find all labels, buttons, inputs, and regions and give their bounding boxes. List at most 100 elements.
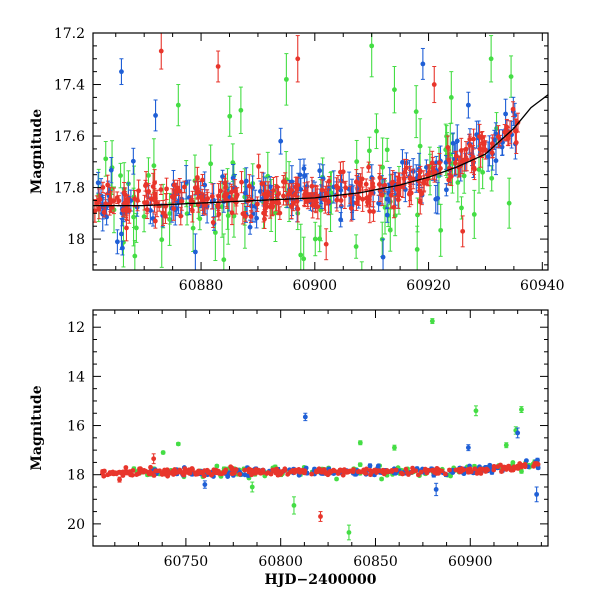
blue-data-point — [243, 178, 249, 184]
red-data-point — [111, 198, 117, 204]
red-data-point — [164, 186, 169, 192]
blue-data-point — [95, 180, 101, 186]
green-data-point — [476, 167, 482, 172]
red-data-point — [160, 210, 166, 216]
plot-area — [93, 33, 548, 270]
red-data-point — [146, 189, 152, 194]
red-data-point — [442, 471, 448, 477]
red-data-point — [445, 145, 451, 150]
red-data-point — [216, 211, 222, 217]
red-data-point — [447, 467, 452, 473]
red-data-point — [521, 463, 527, 469]
red-data-point — [491, 467, 497, 473]
green-data-point — [357, 440, 363, 446]
red-data-point — [276, 200, 282, 206]
red-data-point — [113, 470, 118, 476]
red-data-point — [260, 467, 266, 473]
red-data-point — [265, 190, 271, 196]
red-data-point — [211, 467, 217, 473]
green-data-point — [190, 225, 196, 231]
red-data-point — [460, 228, 466, 234]
blue-data-point — [225, 474, 231, 480]
green-data-point — [160, 450, 166, 455]
red-data-point — [437, 160, 442, 166]
red-data-point — [205, 196, 211, 201]
red-data-point — [302, 470, 307, 476]
green-data-point — [212, 230, 218, 235]
red-data-point — [379, 192, 385, 198]
red-data-point — [370, 181, 376, 186]
red-data-point — [259, 181, 265, 187]
red-data-point — [124, 225, 129, 231]
red-data-point — [148, 464, 153, 470]
red-data-point — [288, 469, 293, 475]
blue-data-point — [493, 158, 499, 164]
blue-data-point — [465, 445, 471, 451]
green-data-point — [366, 148, 372, 154]
red-data-point — [534, 461, 540, 466]
red-data-point — [348, 205, 354, 211]
red-data-point — [265, 470, 271, 476]
green-data-point — [448, 473, 453, 479]
bottom-panel: 60750 60800 60850 60900 12 14 16 18 20 Magnitude H… — [29, 309, 549, 588]
blue-data-point — [320, 176, 326, 182]
red-data-point — [416, 472, 421, 478]
red-data-point — [393, 467, 399, 473]
red-data-point — [172, 193, 177, 199]
red-data-point — [431, 82, 437, 87]
red-data-point — [240, 211, 246, 217]
red-data-point — [372, 467, 378, 473]
red-data-point — [281, 193, 286, 199]
red-data-point — [506, 464, 512, 470]
red-data-point — [338, 197, 344, 203]
red-data-point — [376, 468, 381, 474]
red-data-point — [196, 470, 202, 476]
blue-data-point — [400, 159, 405, 165]
red-data-point — [343, 185, 349, 191]
blue-data-point — [267, 184, 273, 190]
red-data-point — [391, 204, 397, 210]
green-data-point — [283, 76, 289, 82]
red-data-point — [446, 157, 452, 163]
green-data-point — [301, 256, 307, 262]
red-data-point — [101, 209, 107, 215]
green-data-point — [221, 257, 227, 263]
red-data-point — [167, 470, 172, 476]
red-data-point — [496, 134, 501, 140]
plot-area — [100, 318, 541, 541]
red-data-point — [277, 210, 283, 216]
plot-frame — [92, 32, 549, 271]
red-data-point — [403, 466, 409, 472]
red-data-point — [127, 469, 133, 474]
red-data-point — [453, 467, 459, 473]
red-data-point — [222, 180, 228, 186]
red-data-point — [256, 163, 262, 169]
red-data-point — [202, 468, 207, 474]
green-data-point — [480, 169, 486, 175]
red-data-point — [513, 140, 519, 145]
green-data-point — [473, 408, 479, 414]
green-data-point — [334, 476, 339, 482]
red-data-point — [123, 465, 129, 470]
red-data-point — [502, 129, 508, 135]
green-data-point — [175, 441, 181, 447]
red-data-point — [282, 179, 288, 185]
blue-data-point — [302, 173, 307, 179]
red-data-point — [214, 470, 220, 476]
red-data-point — [289, 187, 294, 193]
green-data-point — [184, 211, 190, 217]
red-data-point — [511, 464, 517, 470]
red-data-point — [436, 470, 441, 476]
red-data-point — [218, 188, 223, 194]
y-tick-label: 12 — [67, 320, 85, 336]
plot-frame — [92, 309, 549, 547]
red-data-point — [377, 175, 383, 181]
red-data-point — [256, 467, 261, 473]
red-data-point — [467, 136, 473, 142]
y-tick-label: 17.4 — [54, 78, 85, 94]
x-tick-label: 60900 — [293, 278, 338, 294]
blue-data-point — [454, 138, 460, 144]
red-data-point — [132, 196, 138, 202]
green-data-point — [214, 463, 220, 469]
